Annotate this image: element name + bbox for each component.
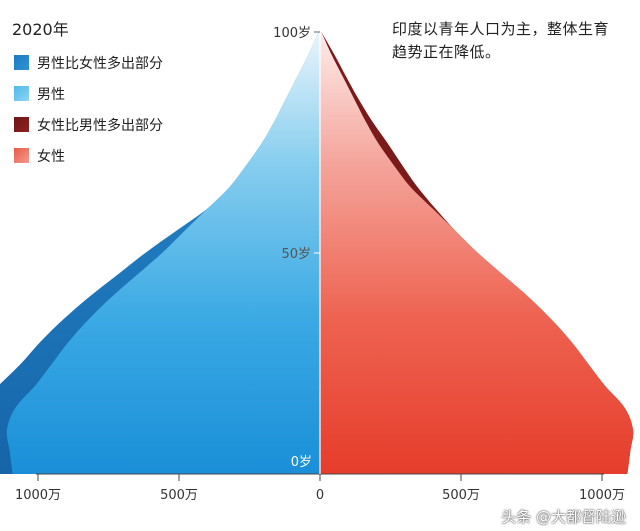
x-tick-label: 0 <box>316 488 324 503</box>
legend-label: 女性 <box>37 148 65 165</box>
legend: 男性比女性多出部分 男性 女性比男性多出部分 女性 <box>14 47 163 171</box>
y-tick-label: 50岁 <box>281 247 311 262</box>
legend-swatch <box>14 148 29 163</box>
legend-item: 男性 <box>14 78 163 109</box>
legend-label: 男性比女性多出部分 <box>37 55 163 72</box>
legend-item: 女性 <box>14 140 163 171</box>
watermark: 头条 @大都督陆逊 <box>501 508 626 526</box>
y-tick-label: 100岁 <box>273 26 311 41</box>
legend-swatch <box>14 86 29 101</box>
x-tick-label: 1000万 <box>579 488 625 503</box>
annotation-note: 印度以青年人口为主，整体生育趋势正在降低。 <box>392 20 610 61</box>
x-tick-label: 500万 <box>442 488 480 503</box>
legend-swatch <box>14 117 29 132</box>
legend-item: 女性比男性多出部分 <box>14 109 163 140</box>
legend-swatch <box>14 55 29 70</box>
male-area <box>6 32 320 474</box>
year-label: 2020年 <box>12 20 69 39</box>
legend-label: 男性 <box>37 86 65 103</box>
female-area <box>320 32 634 474</box>
legend-label: 女性比男性多出部分 <box>37 117 163 134</box>
y-tick-label: 0岁 <box>291 455 312 470</box>
x-tick-label: 1000万 <box>15 488 61 503</box>
legend-item: 男性比女性多出部分 <box>14 47 163 78</box>
x-tick-label: 500万 <box>160 488 198 503</box>
